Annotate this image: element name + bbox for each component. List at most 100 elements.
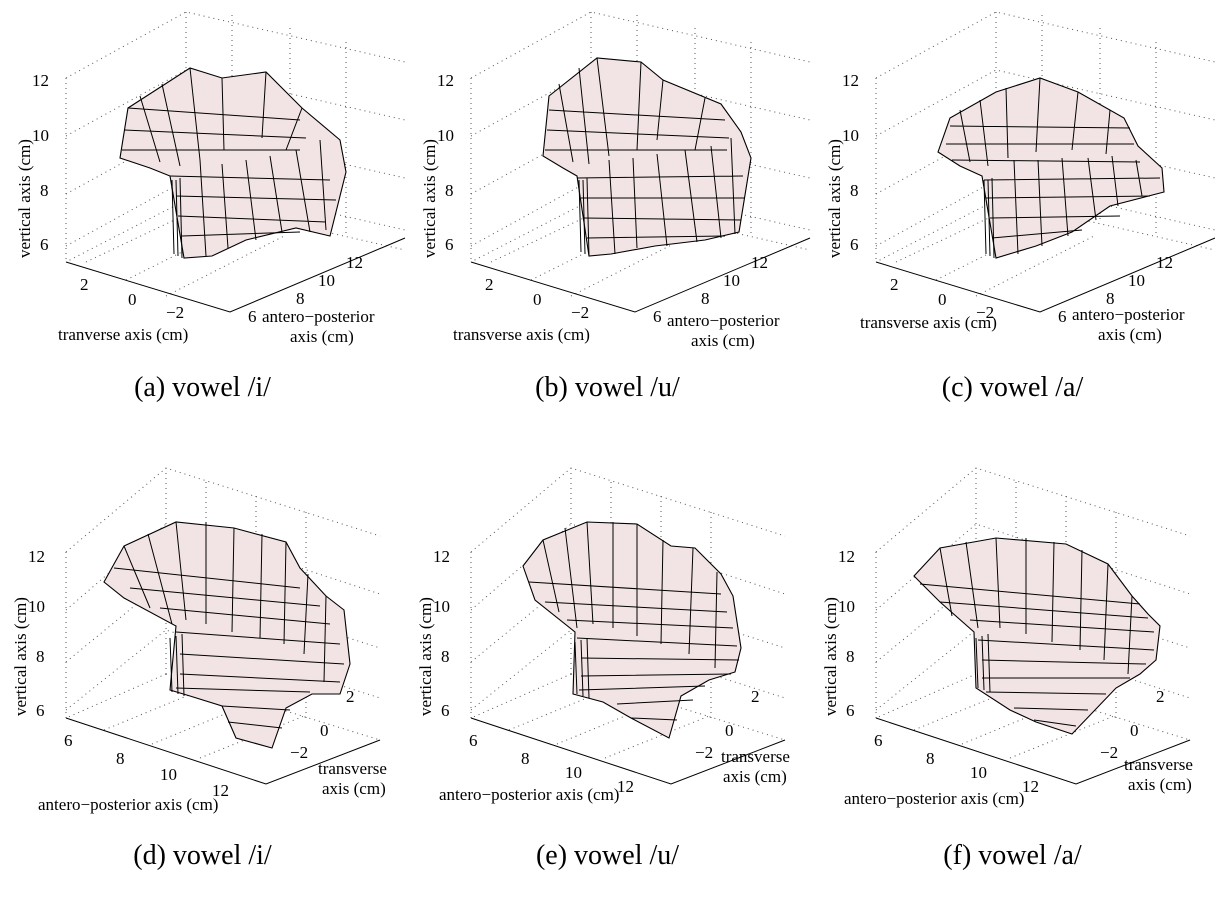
ytick-c-2: 10 [1128,271,1145,290]
mesh-f [913,537,1161,735]
axis-base-d [65,717,381,785]
ytick-b-2: 10 [723,271,740,290]
zlabel-b: vertical axis (cm) [420,139,439,258]
ytick-e-0: 2 [751,687,760,706]
xtick-c-0: 2 [890,275,899,294]
plot-c: 6 8 10 12 2 0 −2 6 8 10 12 vertical axis… [825,11,1215,344]
grid-f [875,467,1191,759]
xtick-e-1: 8 [521,749,530,768]
ylabel-e-1: transverse [721,747,790,766]
ztick-e-2: 10 [433,597,450,616]
ztick-e-3: 12 [433,547,450,566]
ytick-d-1: 0 [320,721,329,740]
ylabel-d-1: transverse [318,759,387,778]
ytick-a-0: 6 [248,307,257,326]
ztick-f-2: 10 [838,597,855,616]
xlabel-c: transverse axis (cm) [860,313,997,332]
xtick-c-1: 0 [938,290,947,309]
zlabel-d: vertical axis (cm) [11,597,30,716]
ztick-d-3: 12 [28,547,45,566]
ztick-c-3: 12 [842,71,859,90]
grid-d [65,467,381,759]
ztick-a-3: 12 [32,71,49,90]
zlabel-c: vertical axis (cm) [825,139,844,258]
xtick-d-2: 10 [160,765,177,784]
zlabel-e: vertical axis (cm) [416,597,435,716]
ytick-c-3: 12 [1156,253,1173,272]
ytick-d-0: 2 [346,687,355,706]
ztick-d-0: 6 [36,701,45,720]
caption-e: (e) vowel /u/ [535,840,680,871]
ytick-c-0: 6 [1058,307,1067,326]
zlabel-a: vertical axis (cm) [15,139,34,258]
ztick-d-2: 10 [28,597,45,616]
ztick-a-0: 6 [40,235,49,254]
xtick-a-0: 2 [80,275,89,294]
xtick-a-2: −2 [166,303,184,322]
ylabel-d-2: axis (cm) [322,779,386,798]
xtick-b-0: 2 [485,275,494,294]
panel-e: 6 8 10 12 6 8 10 12 2 0 −2 vertical axis… [405,448,810,896]
plot-d: 6 8 10 12 6 8 10 12 2 0 −2 vertical axis… [11,467,387,814]
ylabel-b-2: axis (cm) [691,331,755,350]
ylabel-a-2: axis (cm) [290,327,354,346]
xtick-e-2: 10 [565,763,582,782]
caption-a: (a) vowel /i/ [134,372,271,403]
ytick-e-2: −2 [695,743,713,762]
ztick-b-2: 10 [437,126,454,145]
ztick-d-1: 8 [36,647,45,666]
xlabel-e: antero−posterior axis (cm) [439,785,619,804]
ylabel-c-2: axis (cm) [1098,325,1162,344]
plot-a: 6 8 10 12 2 0 −2 6 8 10 12 vertical axis… [15,11,406,346]
xtick-b-1: 0 [533,290,542,309]
ztick-c-1: 8 [850,181,859,200]
plot-f: 6 8 10 12 6 8 10 12 2 0 −2 vertical axis… [821,467,1193,808]
ylabel-f-1: transverse [1124,755,1193,774]
xtick-b-2: −2 [571,303,589,322]
ztick-a-2: 10 [32,126,49,145]
axis-base-f [875,717,1191,785]
xtick-d-1: 8 [116,749,125,768]
ylabel-c-1: antero−posterior [1072,305,1185,324]
xtick-d-0: 6 [64,731,73,750]
ztick-f-0: 6 [846,701,855,720]
axis-base-c [875,237,1215,313]
caption-f: (f) vowel /a/ [943,840,1082,871]
ytick-a-3: 12 [346,253,363,272]
grid-e [470,467,786,759]
caption-c: (c) vowel /a/ [941,372,1084,403]
xlabel-f: antero−posterior axis (cm) [844,789,1024,808]
xtick-f-0: 6 [874,731,883,750]
ytick-f-1: 0 [1130,721,1139,740]
ytick-f-2: −2 [1100,743,1118,762]
ytick-a-2: 10 [318,271,335,290]
mesh-c [937,77,1165,259]
xtick-d-3: 12 [212,781,229,800]
ztick-c-2: 10 [842,126,859,145]
caption-d: (d) vowel /i/ [133,840,272,871]
ztick-b-0: 6 [445,235,454,254]
axis-base-a [65,237,406,313]
panel-b: 6 8 10 12 2 0 −2 6 8 10 12 vertical axis… [405,0,811,448]
ytick-b-3: 12 [751,253,768,272]
mesh-b [542,57,752,257]
xtick-e-3: 12 [617,777,634,796]
ytick-f-0: 2 [1156,687,1165,706]
xlabel-a: tranverse axis (cm) [58,325,188,344]
zlabel-f: vertical axis (cm) [821,597,840,716]
ztick-f-1: 8 [846,647,855,666]
panel-c: 6 8 10 12 2 0 −2 6 8 10 12 vertical axis… [810,0,1215,448]
xtick-f-1: 8 [926,749,935,768]
xtick-c-2: −2 [976,303,994,322]
ylabel-e-2: axis (cm) [723,767,787,786]
caption-b: (b) vowel /u/ [535,372,680,403]
panel-d: 6 8 10 12 6 8 10 12 2 0 −2 vertical axis… [0,448,405,896]
ylabel-f-2: axis (cm) [1128,775,1192,794]
ztick-f-3: 12 [838,547,855,566]
ytick-e-1: 0 [725,721,734,740]
xtick-e-0: 6 [469,731,478,750]
xlabel-d: antero−posterior axis (cm) [38,795,218,814]
ztick-c-0: 6 [850,235,859,254]
panel-a: 6 8 10 12 2 0 −2 6 8 10 12 vertical axis… [0,0,406,448]
ytick-d-2: −2 [290,743,308,762]
